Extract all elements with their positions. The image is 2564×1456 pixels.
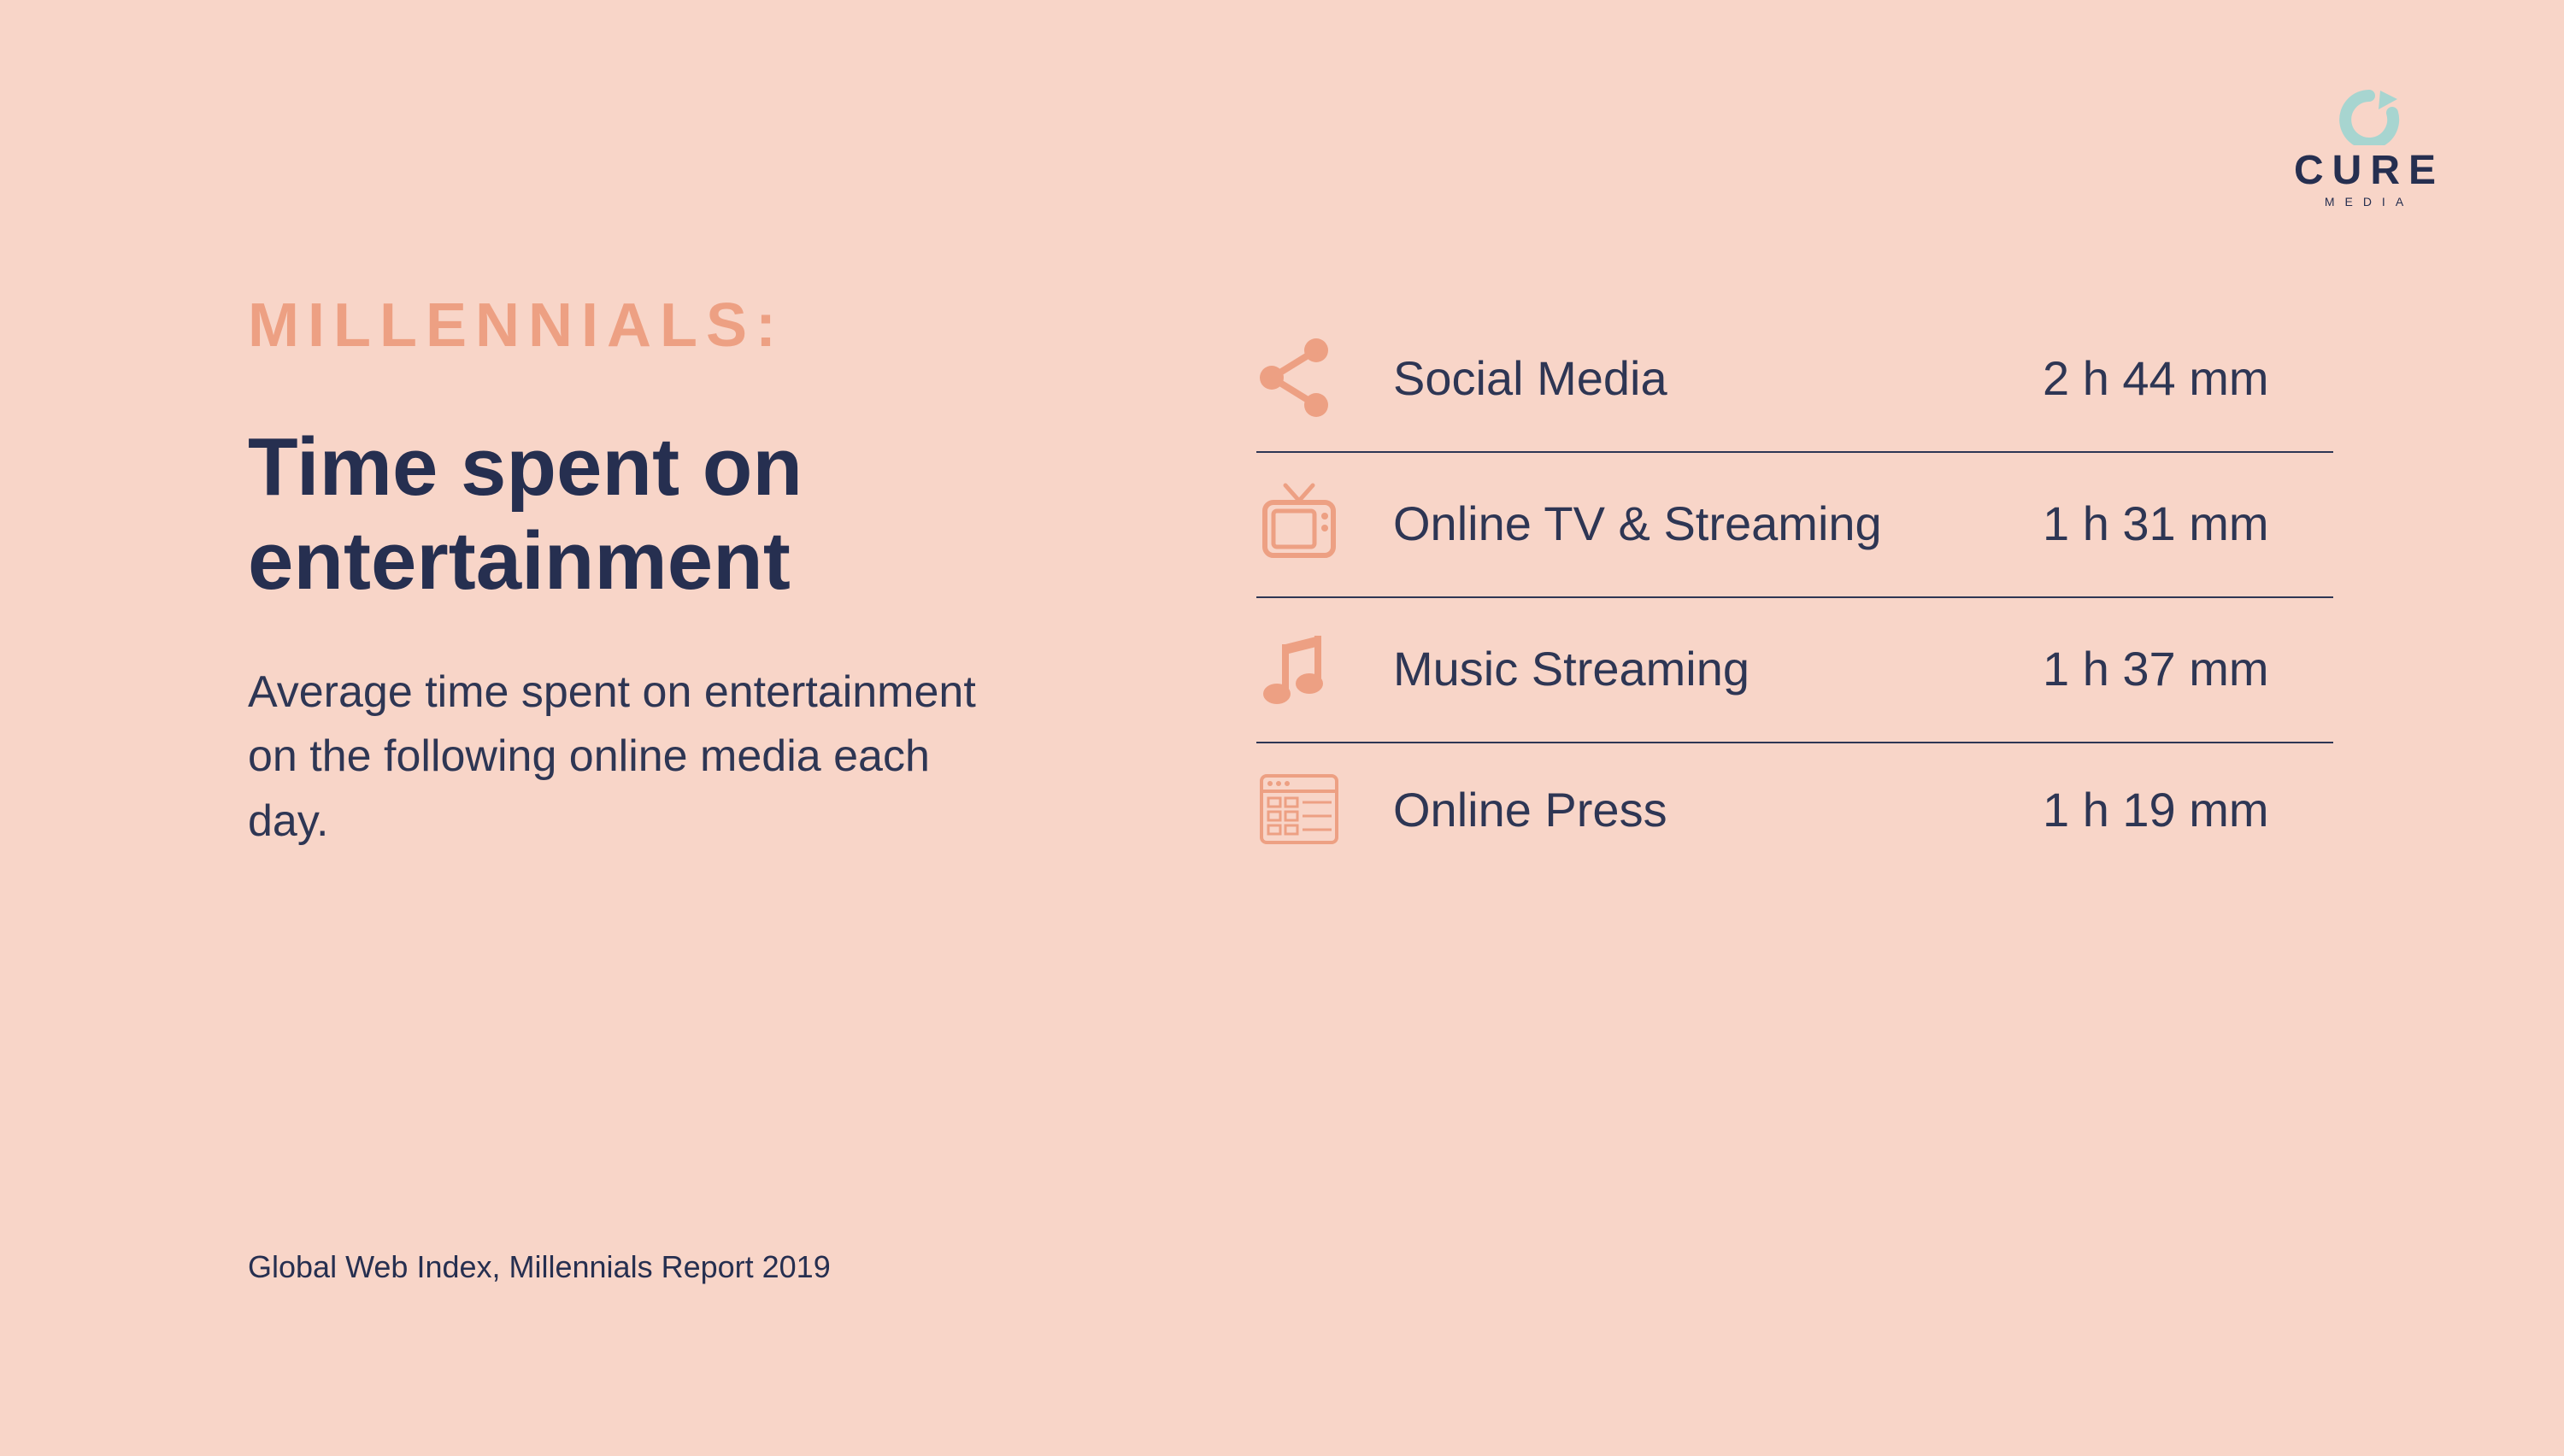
row-value: 1 h 31 mm bbox=[2043, 496, 2333, 551]
music-icon bbox=[1256, 625, 1393, 711]
brand-mark-icon bbox=[2331, 85, 2408, 145]
table-row: Online TV & Streaming 1 h 31 mm bbox=[1256, 453, 2333, 596]
eyebrow-text: MILLENNIALS: bbox=[248, 291, 1017, 361]
row-label: Online TV & Streaming bbox=[1393, 496, 2043, 551]
table-row: Music Streaming 1 h 37 mm bbox=[1256, 598, 2333, 742]
row-value: 1 h 19 mm bbox=[2043, 782, 2333, 837]
brand-subtext: MEDIA bbox=[2294, 195, 2444, 208]
press-icon bbox=[1256, 771, 1393, 848]
page-title: Time spent on entertainment bbox=[248, 420, 1017, 609]
row-value: 2 h 44 mm bbox=[2043, 350, 2333, 406]
table-row: Social Media 2 h 44 mm bbox=[1256, 308, 2333, 451]
left-column: MILLENNIALS: Time spent on entertainment… bbox=[248, 291, 1017, 854]
brand-name: CURE bbox=[2294, 150, 2444, 191]
share-icon bbox=[1256, 335, 1393, 420]
row-label: Music Streaming bbox=[1393, 641, 2043, 696]
data-table: Social Media 2 h 44 mm Online TV & Strea… bbox=[1256, 308, 2333, 878]
tv-icon bbox=[1256, 480, 1393, 566]
brand-logo: CURE MEDIA bbox=[2294, 85, 2444, 208]
row-label: Social Media bbox=[1393, 350, 2043, 406]
source-citation: Global Web Index, Millennials Report 201… bbox=[248, 1249, 831, 1285]
description-text: Average time spent on entertainment on t… bbox=[248, 660, 1017, 854]
table-row: Online Press 1 h 19 mm bbox=[1256, 743, 2333, 878]
row-value: 1 h 37 mm bbox=[2043, 641, 2333, 696]
row-label: Online Press bbox=[1393, 782, 2043, 837]
